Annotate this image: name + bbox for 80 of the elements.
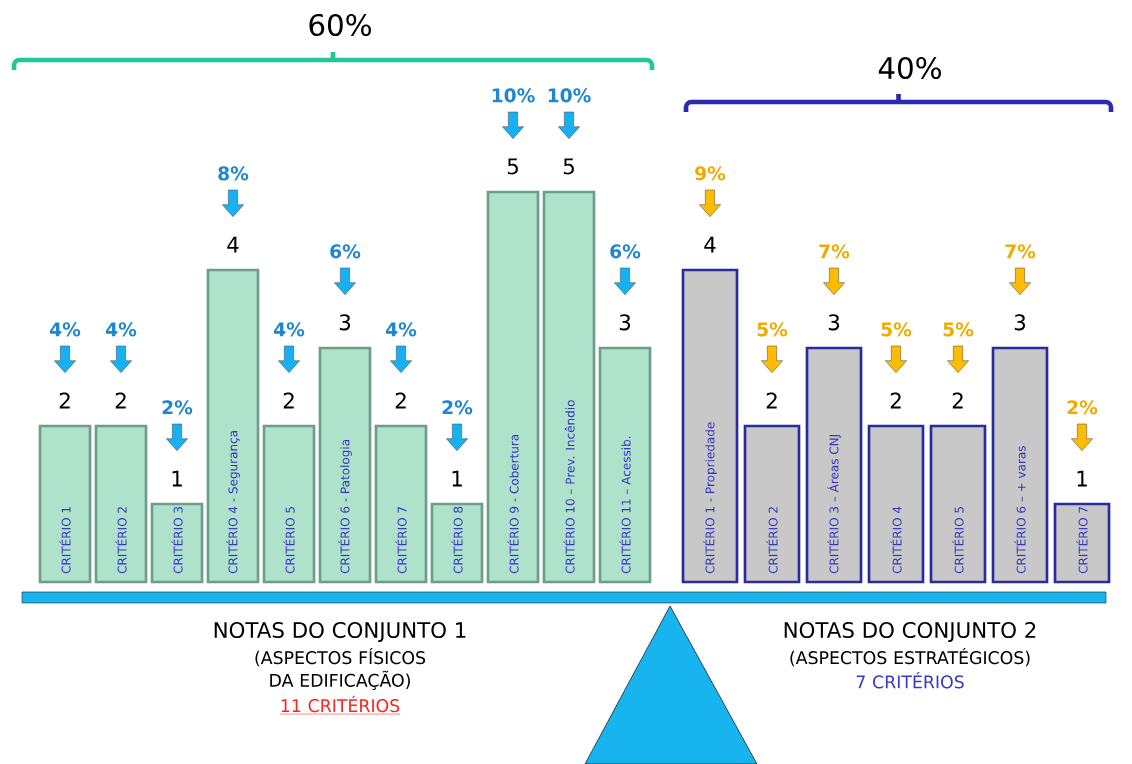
- x-tick-label: CRITÉRIO 4 - Segurança: [226, 431, 240, 574]
- x-tick-label: CRITÉRIO 4: [890, 506, 902, 574]
- annotation: 5%: [757, 322, 788, 337]
- bar: [486, 190, 540, 584]
- data-label: 3: [1014, 314, 1026, 331]
- annotation: 5%: [943, 322, 974, 337]
- annotation: 4%: [274, 322, 305, 337]
- annotation: 2%: [1067, 400, 1098, 415]
- x-tick-label: CRITÉRIO 9 - Cobertura: [507, 434, 519, 574]
- data-label: 4: [704, 236, 716, 253]
- text: 7 CRITÉRIOS: [856, 672, 964, 689]
- bar: [867, 424, 925, 584]
- data-label: 2: [766, 392, 777, 409]
- x-tick-label: CRITÉRIO 5: [952, 507, 964, 574]
- data-label: 5: [563, 158, 574, 175]
- bar: [38, 424, 92, 584]
- bar: [206, 268, 260, 584]
- text: 10%: [492, 88, 535, 103]
- data-label: 3: [339, 314, 351, 331]
- bar: [150, 502, 204, 584]
- text: 7%: [819, 244, 850, 259]
- bar: [991, 346, 1049, 584]
- text: 10%: [548, 88, 591, 103]
- bar: [262, 424, 316, 584]
- x-tick-label: CRITÉRIO 6 - Patologia: [338, 440, 352, 574]
- bar: [94, 424, 148, 584]
- data-label: 2: [115, 392, 126, 409]
- x-tick-label: CRITÉRIO 3 – Áreas CNJ: [827, 434, 841, 574]
- x-tick-label: CRITÉRIO 6 – + varas: [1014, 446, 1026, 574]
- x-tick-label: CRITÉRIO 5: [283, 507, 295, 574]
- bar: [1053, 502, 1111, 584]
- text: (ASPECTOS FÍSICOS DA EDIFICAÇÃO): [255, 647, 426, 690]
- x-tick-label: CRITÉRIO 2: [766, 507, 778, 574]
- annotation: 4%: [50, 322, 81, 337]
- annotation: 5%: [881, 322, 912, 337]
- text: 9%: [695, 166, 726, 181]
- data-label: 2: [283, 392, 294, 409]
- bar: [430, 502, 484, 584]
- bar: [805, 346, 863, 584]
- bar: [318, 346, 372, 584]
- annotation: 4%: [106, 322, 137, 337]
- chart-title: 40%: [878, 56, 941, 80]
- bar: [598, 346, 652, 584]
- bar: [374, 424, 428, 584]
- annotation: 2%: [442, 400, 473, 415]
- data-label: 1: [172, 470, 182, 487]
- bar: [743, 424, 801, 584]
- chart-title: 60%: [309, 13, 371, 37]
- annotation: 4%: [386, 322, 417, 337]
- data-label: 4: [227, 236, 239, 253]
- x-tick-label: CRITÉRIO 3: [171, 506, 183, 574]
- x-tick-label: CRITÉRIO 8: [451, 506, 463, 574]
- x-tick-label: CRITÉRIO 1: [59, 507, 71, 574]
- x-axis-title: NOTAS DO CONJUNTO 2: [784, 621, 1036, 643]
- x-tick-label: CRITÉRIO 1 - Propriedade: [703, 422, 717, 574]
- bar: [681, 268, 739, 584]
- text: 11 CRITÉRIOS: [281, 695, 400, 713]
- bar: [929, 424, 987, 584]
- text: 8%: [218, 166, 249, 181]
- x-tick-label: CRITÉRIO 7: [1076, 507, 1088, 574]
- x-tick-label: CRITÉRIO 7: [395, 507, 407, 574]
- data-label: 2: [890, 392, 901, 409]
- annotation: 2%: [162, 400, 193, 415]
- x-tick-label: CRITÉRIO 10 – Prev. Incêndio: [563, 400, 575, 574]
- data-label: 1: [1077, 470, 1087, 487]
- data-label: 2: [952, 392, 963, 409]
- data-label: 1: [452, 470, 462, 487]
- x-axis-title: NOTAS DO CONJUNTO 1: [214, 621, 466, 643]
- text: (ASPECTOS ESTRATÉGICOS): [790, 647, 1030, 667]
- data-label: 2: [59, 392, 70, 409]
- data-label: 5: [507, 158, 518, 175]
- x-tick-label: CRITÉRIO 2: [115, 507, 127, 574]
- data-label: 3: [619, 314, 631, 331]
- text: 7%: [1005, 244, 1036, 259]
- annotation: 6%: [330, 244, 361, 259]
- annotation: 6%: [610, 244, 641, 259]
- x-tick-label: CRITÉRIO 11 – Acessib.: [619, 436, 631, 574]
- data-label: 3: [828, 314, 840, 331]
- bar: [542, 190, 596, 584]
- data-label: 2: [395, 392, 406, 409]
